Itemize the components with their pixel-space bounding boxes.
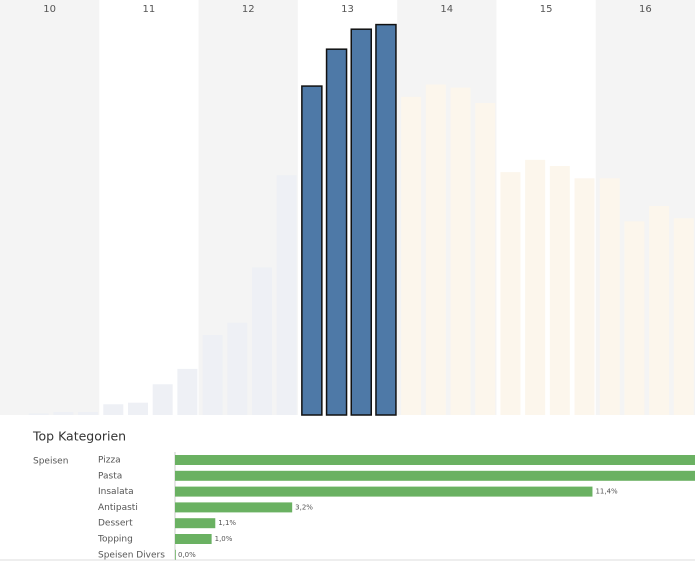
bar [28,413,49,415]
bar [175,455,695,465]
x-tick-label: 11 [143,4,156,15]
value-label: 1,1% [218,519,236,527]
bar [227,322,248,415]
bar [401,96,422,415]
bar [175,549,176,560]
bar [599,178,620,415]
value-label: 3,2% [295,503,313,511]
bar [175,502,293,513]
bar [350,28,373,416]
category-label: Insalata [98,487,134,497]
category-label: Antipasti [98,503,138,513]
bar [301,85,323,416]
bar [127,402,148,415]
bar [78,411,99,415]
x-tick-label: 12 [242,4,255,15]
bar [673,218,694,415]
bar [202,335,223,415]
panel-title: Top Kategorien [32,429,126,444]
bar [175,518,216,529]
x-tick-label: 10 [43,4,56,15]
bar [525,159,546,415]
bar [103,404,124,415]
bar [175,534,212,544]
value-label: 0,0% [178,551,196,559]
bar [53,411,74,415]
bar [276,175,297,415]
bar [475,102,496,416]
bar [425,84,446,415]
bar [177,368,198,415]
bar [325,48,348,416]
bar [549,166,570,415]
category-label: Pasta [98,471,122,481]
bar [450,87,471,415]
bar [251,267,272,415]
category-label: Dessert [98,519,133,529]
bar [375,23,397,416]
bar [152,384,173,415]
bar [175,470,695,481]
value-label: 11,4% [595,488,618,496]
category-label: Speisen Divers [98,550,165,560]
bar [624,221,645,415]
category-label: Pizza [98,456,121,466]
x-tick-label: 16 [639,4,652,15]
bar [500,172,521,415]
x-tick-label: 13 [341,4,354,15]
group-label: Speisen [33,457,68,467]
bar [649,205,670,415]
x-tick-label: 15 [540,4,553,15]
bar [175,486,593,497]
category-label: Topping [97,535,133,545]
band-background [0,0,100,415]
x-tick-label: 14 [440,4,453,15]
bar [574,178,595,415]
value-label: 1,0% [215,535,233,543]
